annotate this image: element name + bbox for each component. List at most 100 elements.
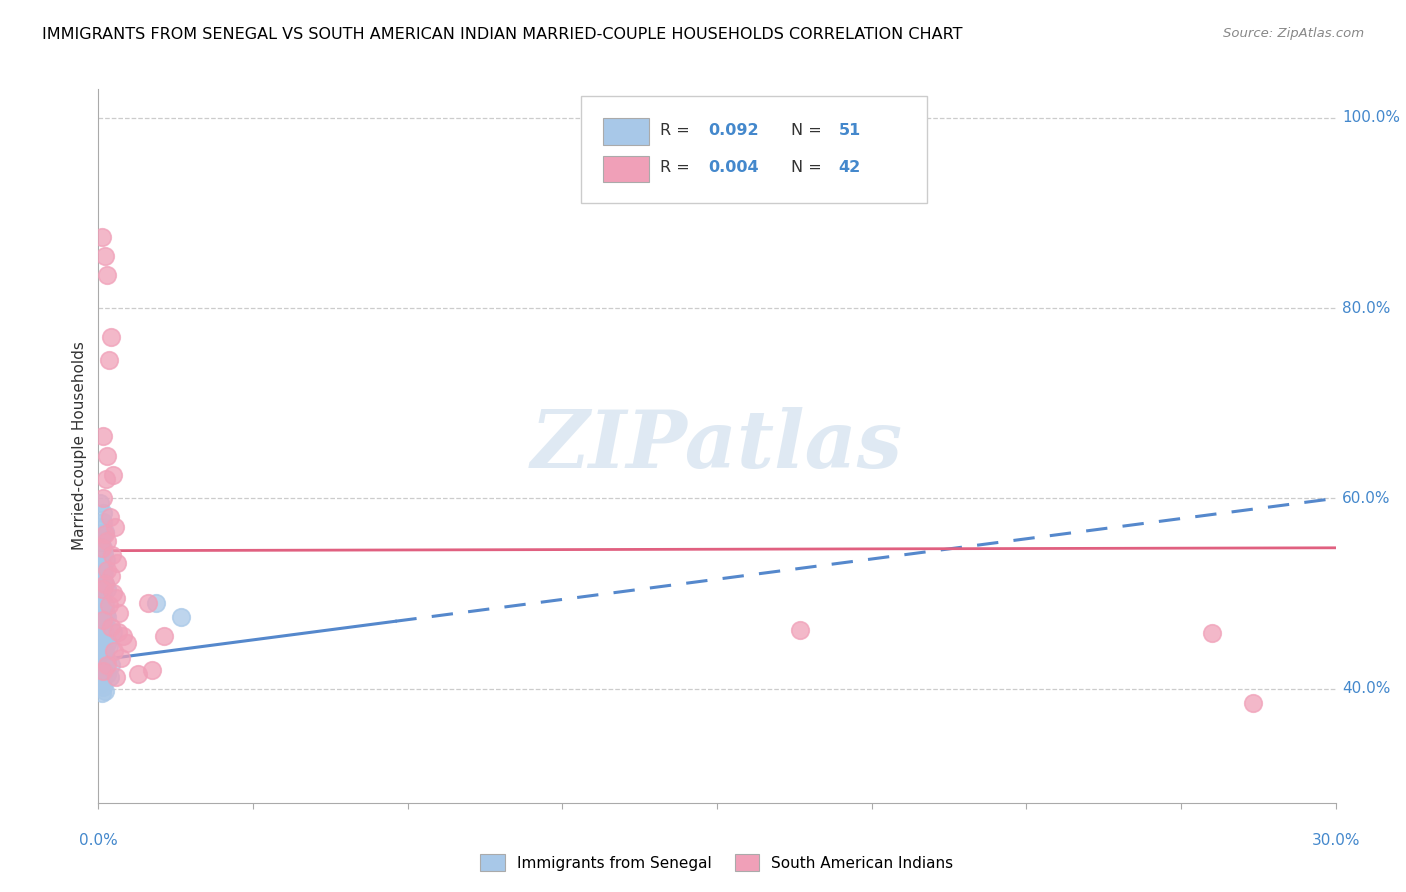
Point xyxy=(96,653,118,667)
Text: Source: ZipAtlas.com: Source: ZipAtlas.com xyxy=(1223,27,1364,40)
Point xyxy=(93,615,115,629)
Point xyxy=(100,620,122,634)
Point xyxy=(100,549,122,563)
Point xyxy=(100,329,122,343)
Point xyxy=(101,624,124,639)
Point xyxy=(141,663,163,677)
Point xyxy=(94,683,117,698)
Point xyxy=(94,626,117,640)
Point xyxy=(93,429,115,443)
Point xyxy=(112,629,135,643)
Point xyxy=(96,268,118,282)
Point xyxy=(90,594,112,608)
Text: 80.0%: 80.0% xyxy=(1341,301,1391,316)
Point xyxy=(97,598,120,612)
Point xyxy=(91,529,114,543)
Point xyxy=(90,634,112,648)
Point xyxy=(170,610,193,624)
Point xyxy=(104,670,127,684)
Text: 0.0%: 0.0% xyxy=(79,833,118,848)
Point xyxy=(91,661,114,675)
Point xyxy=(93,586,115,600)
Point xyxy=(93,641,115,656)
Text: N =: N = xyxy=(792,161,827,175)
Point xyxy=(96,449,118,463)
Text: IMMIGRANTS FROM SENEGAL VS SOUTH AMERICAN INDIAN MARRIED-COUPLE HOUSEHOLDS CORRE: IMMIGRANTS FROM SENEGAL VS SOUTH AMERICA… xyxy=(42,27,963,42)
Text: 0.004: 0.004 xyxy=(709,161,759,175)
Point xyxy=(93,524,115,539)
Point xyxy=(104,520,127,534)
Point xyxy=(96,636,118,650)
Point xyxy=(91,686,114,700)
Point xyxy=(90,534,112,549)
Point xyxy=(93,648,115,663)
Point xyxy=(96,657,118,672)
Point xyxy=(96,534,118,549)
Point xyxy=(94,606,117,620)
Point xyxy=(90,582,112,596)
Point xyxy=(100,569,122,583)
Point xyxy=(145,596,167,610)
FancyBboxPatch shape xyxy=(581,96,928,203)
Point xyxy=(93,577,115,591)
Point xyxy=(91,665,114,679)
Point xyxy=(89,496,111,510)
Legend: Immigrants from Senegal, South American Indians: Immigrants from Senegal, South American … xyxy=(474,848,960,877)
Point xyxy=(97,353,120,368)
Point xyxy=(93,567,115,582)
Text: 51: 51 xyxy=(838,123,860,138)
Point xyxy=(94,472,117,486)
Point xyxy=(104,591,127,606)
Point xyxy=(1201,626,1223,640)
Point xyxy=(90,624,112,639)
Point xyxy=(98,670,121,684)
Text: ZIPatlas: ZIPatlas xyxy=(531,408,903,484)
Point xyxy=(1241,696,1264,710)
Point xyxy=(94,553,117,567)
Point xyxy=(91,620,114,634)
Point xyxy=(91,541,114,555)
Text: 30.0%: 30.0% xyxy=(1312,833,1360,848)
Text: 100.0%: 100.0% xyxy=(1341,111,1400,125)
Point xyxy=(96,610,118,624)
Point xyxy=(93,629,115,643)
Text: 42: 42 xyxy=(838,161,860,175)
Point xyxy=(93,515,115,529)
Point xyxy=(93,680,115,694)
Point xyxy=(96,563,118,577)
Point xyxy=(101,467,124,482)
Point xyxy=(90,651,112,665)
Point xyxy=(91,506,114,520)
Point xyxy=(91,643,114,657)
Point xyxy=(90,673,112,688)
Point xyxy=(93,249,115,263)
Point xyxy=(136,596,159,610)
Point xyxy=(90,229,112,244)
Point xyxy=(91,601,114,615)
Point xyxy=(100,657,122,672)
Point xyxy=(90,572,112,586)
Point xyxy=(93,598,115,612)
Point xyxy=(107,624,129,639)
Point xyxy=(96,667,118,681)
Text: 40.0%: 40.0% xyxy=(1341,681,1391,696)
Point xyxy=(105,556,128,570)
Point xyxy=(127,667,149,681)
Point xyxy=(108,606,131,620)
Point xyxy=(94,577,117,591)
Text: N =: N = xyxy=(792,123,827,138)
Point xyxy=(110,651,132,665)
Point xyxy=(91,563,114,577)
Point xyxy=(93,665,115,679)
Point xyxy=(91,588,114,602)
Point xyxy=(98,510,121,524)
Point xyxy=(91,613,114,627)
Point xyxy=(153,629,176,643)
Point xyxy=(91,541,114,555)
Point xyxy=(90,558,112,572)
Point xyxy=(90,520,112,534)
Point xyxy=(94,655,117,669)
Text: 60.0%: 60.0% xyxy=(1341,491,1391,506)
Point xyxy=(101,586,124,600)
Point xyxy=(97,639,120,653)
